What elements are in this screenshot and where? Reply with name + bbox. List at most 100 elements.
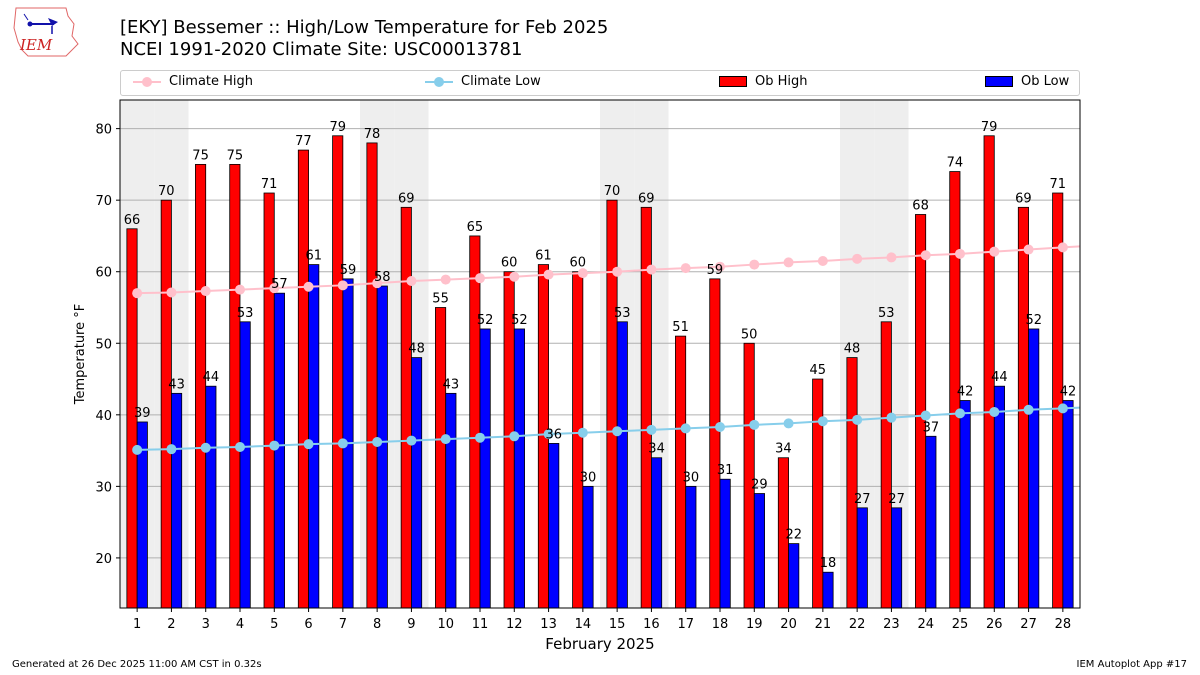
climate-high-point bbox=[303, 281, 314, 292]
x-tick-label: 10 bbox=[437, 617, 454, 632]
climate-low-point bbox=[715, 421, 725, 432]
ob-high-bar bbox=[812, 378, 824, 609]
climate-high-point bbox=[475, 273, 485, 284]
x-tick-label: 2 bbox=[167, 617, 175, 632]
ob-high-bar bbox=[469, 235, 481, 609]
ob-high-label: 74 bbox=[947, 156, 964, 171]
x-tick-label: 7 bbox=[339, 617, 347, 632]
iem-logo: IEM bbox=[13, 7, 79, 57]
ob-high-bar bbox=[606, 199, 618, 609]
ob-low-label: 36 bbox=[545, 427, 562, 442]
ob-low-bar bbox=[616, 321, 628, 609]
ob-high-label: 68 bbox=[912, 198, 929, 213]
climate-low-point bbox=[132, 444, 143, 455]
x-tick-label: 12 bbox=[506, 617, 523, 632]
ob-low-bar bbox=[719, 478, 731, 609]
climate-low-point bbox=[235, 442, 245, 453]
ob-high-label: 55 bbox=[432, 291, 449, 306]
climate-high-point bbox=[783, 257, 794, 268]
ob-high-label: 50 bbox=[741, 327, 758, 342]
ob-high-label: 61 bbox=[535, 249, 552, 264]
climate-low-point bbox=[440, 434, 451, 445]
climate-low-point bbox=[1057, 403, 1068, 414]
climate-high-point bbox=[989, 246, 1000, 257]
x-tick-label: 8 bbox=[373, 617, 381, 632]
x-tick-label: 6 bbox=[304, 617, 312, 632]
generated-timestamp: Generated at 26 Dec 2025 11:00 AM CST in… bbox=[12, 659, 262, 670]
climate-high-point bbox=[1023, 244, 1034, 255]
ob-high-label: 69 bbox=[1015, 191, 1032, 206]
ob-high-bar bbox=[366, 142, 378, 609]
ob-low-label: 43 bbox=[443, 377, 460, 392]
x-tick-label: 3 bbox=[202, 617, 210, 632]
climate-low-point bbox=[577, 427, 588, 438]
climate-high-point bbox=[166, 287, 177, 298]
x-tick-label: 15 bbox=[609, 617, 626, 632]
x-tick-label: 22 bbox=[849, 617, 866, 632]
line-marker-icon bbox=[425, 76, 453, 87]
ob-low-bar bbox=[171, 392, 183, 609]
climate-high-point bbox=[646, 264, 657, 275]
ob-high-bar bbox=[709, 278, 721, 609]
ob-low-label: 42 bbox=[1060, 385, 1077, 400]
ob-high-label: 75 bbox=[192, 148, 209, 163]
y-axis-label: Temperature °F bbox=[73, 304, 88, 405]
climate-low-point bbox=[543, 429, 554, 440]
climate-high-point bbox=[406, 276, 417, 287]
ob-low-label: 31 bbox=[717, 463, 734, 478]
ob-low-label: 22 bbox=[785, 528, 802, 543]
y-tick-label: 30 bbox=[95, 480, 112, 495]
climate-low-point bbox=[749, 419, 760, 430]
ob-high-label: 70 bbox=[158, 184, 175, 199]
ob-low-bar bbox=[753, 493, 765, 609]
ob-high-label: 79 bbox=[981, 120, 998, 135]
ob-low-label: 30 bbox=[580, 470, 597, 485]
ob-low-label: 52 bbox=[1025, 313, 1042, 328]
ob-high-bar bbox=[435, 307, 447, 609]
title-line-2: NCEI 1991-2020 Climate Site: USC00013781 bbox=[120, 39, 523, 60]
ob-low-bar bbox=[993, 385, 1005, 609]
climate-low-point bbox=[989, 406, 1000, 417]
ob-high-bar bbox=[229, 163, 241, 609]
x-tick-label: 9 bbox=[407, 617, 415, 632]
ob-high-bar bbox=[160, 199, 172, 609]
ob-high-label: 65 bbox=[467, 220, 484, 235]
climate-high-point bbox=[680, 263, 691, 274]
y-tick-label: 50 bbox=[95, 337, 112, 352]
ob-high-label: 66 bbox=[124, 213, 141, 228]
line-marker-icon bbox=[133, 76, 161, 87]
ob-low-label: 27 bbox=[888, 492, 905, 507]
ob-low-label: 18 bbox=[820, 556, 837, 571]
legend-item-climate-low: Climate Low bbox=[425, 74, 541, 89]
climate-low-point bbox=[680, 423, 691, 434]
climate-low-point bbox=[475, 432, 485, 443]
ob-high-bar bbox=[846, 357, 858, 609]
chart-title: [EKY] Bessemer :: High/Low Temperature f… bbox=[120, 17, 608, 61]
ob-low-label: 42 bbox=[957, 385, 974, 400]
ob-low-label: 44 bbox=[203, 370, 220, 385]
x-tick-label: 21 bbox=[815, 617, 832, 632]
climate-high-point bbox=[955, 248, 965, 259]
climate-low-point bbox=[612, 426, 623, 437]
climate-high-point bbox=[715, 261, 725, 272]
ob-high-bar bbox=[880, 321, 892, 609]
ob-low-bar bbox=[445, 392, 457, 609]
climate-high-point bbox=[200, 286, 211, 297]
x-tick-label: 20 bbox=[780, 617, 797, 632]
legend-item-ob-low: Ob Low bbox=[985, 74, 1069, 89]
x-tick-label: 17 bbox=[677, 617, 694, 632]
x-tick-label: 1 bbox=[133, 617, 141, 632]
ob-low-bar bbox=[788, 543, 800, 609]
ob-low-bar bbox=[822, 571, 834, 609]
ob-low-label: 43 bbox=[168, 377, 185, 392]
ob-high-bar bbox=[297, 149, 309, 609]
bar-swatch-icon bbox=[985, 76, 1013, 87]
climate-low-point bbox=[337, 438, 348, 449]
x-tick-label: 28 bbox=[1055, 617, 1072, 632]
ob-high-label: 51 bbox=[672, 320, 689, 335]
ob-low-label: 59 bbox=[340, 263, 357, 278]
ob-high-label: 79 bbox=[329, 120, 346, 135]
ob-high-label: 34 bbox=[775, 442, 792, 457]
ob-low-bar bbox=[513, 328, 525, 609]
